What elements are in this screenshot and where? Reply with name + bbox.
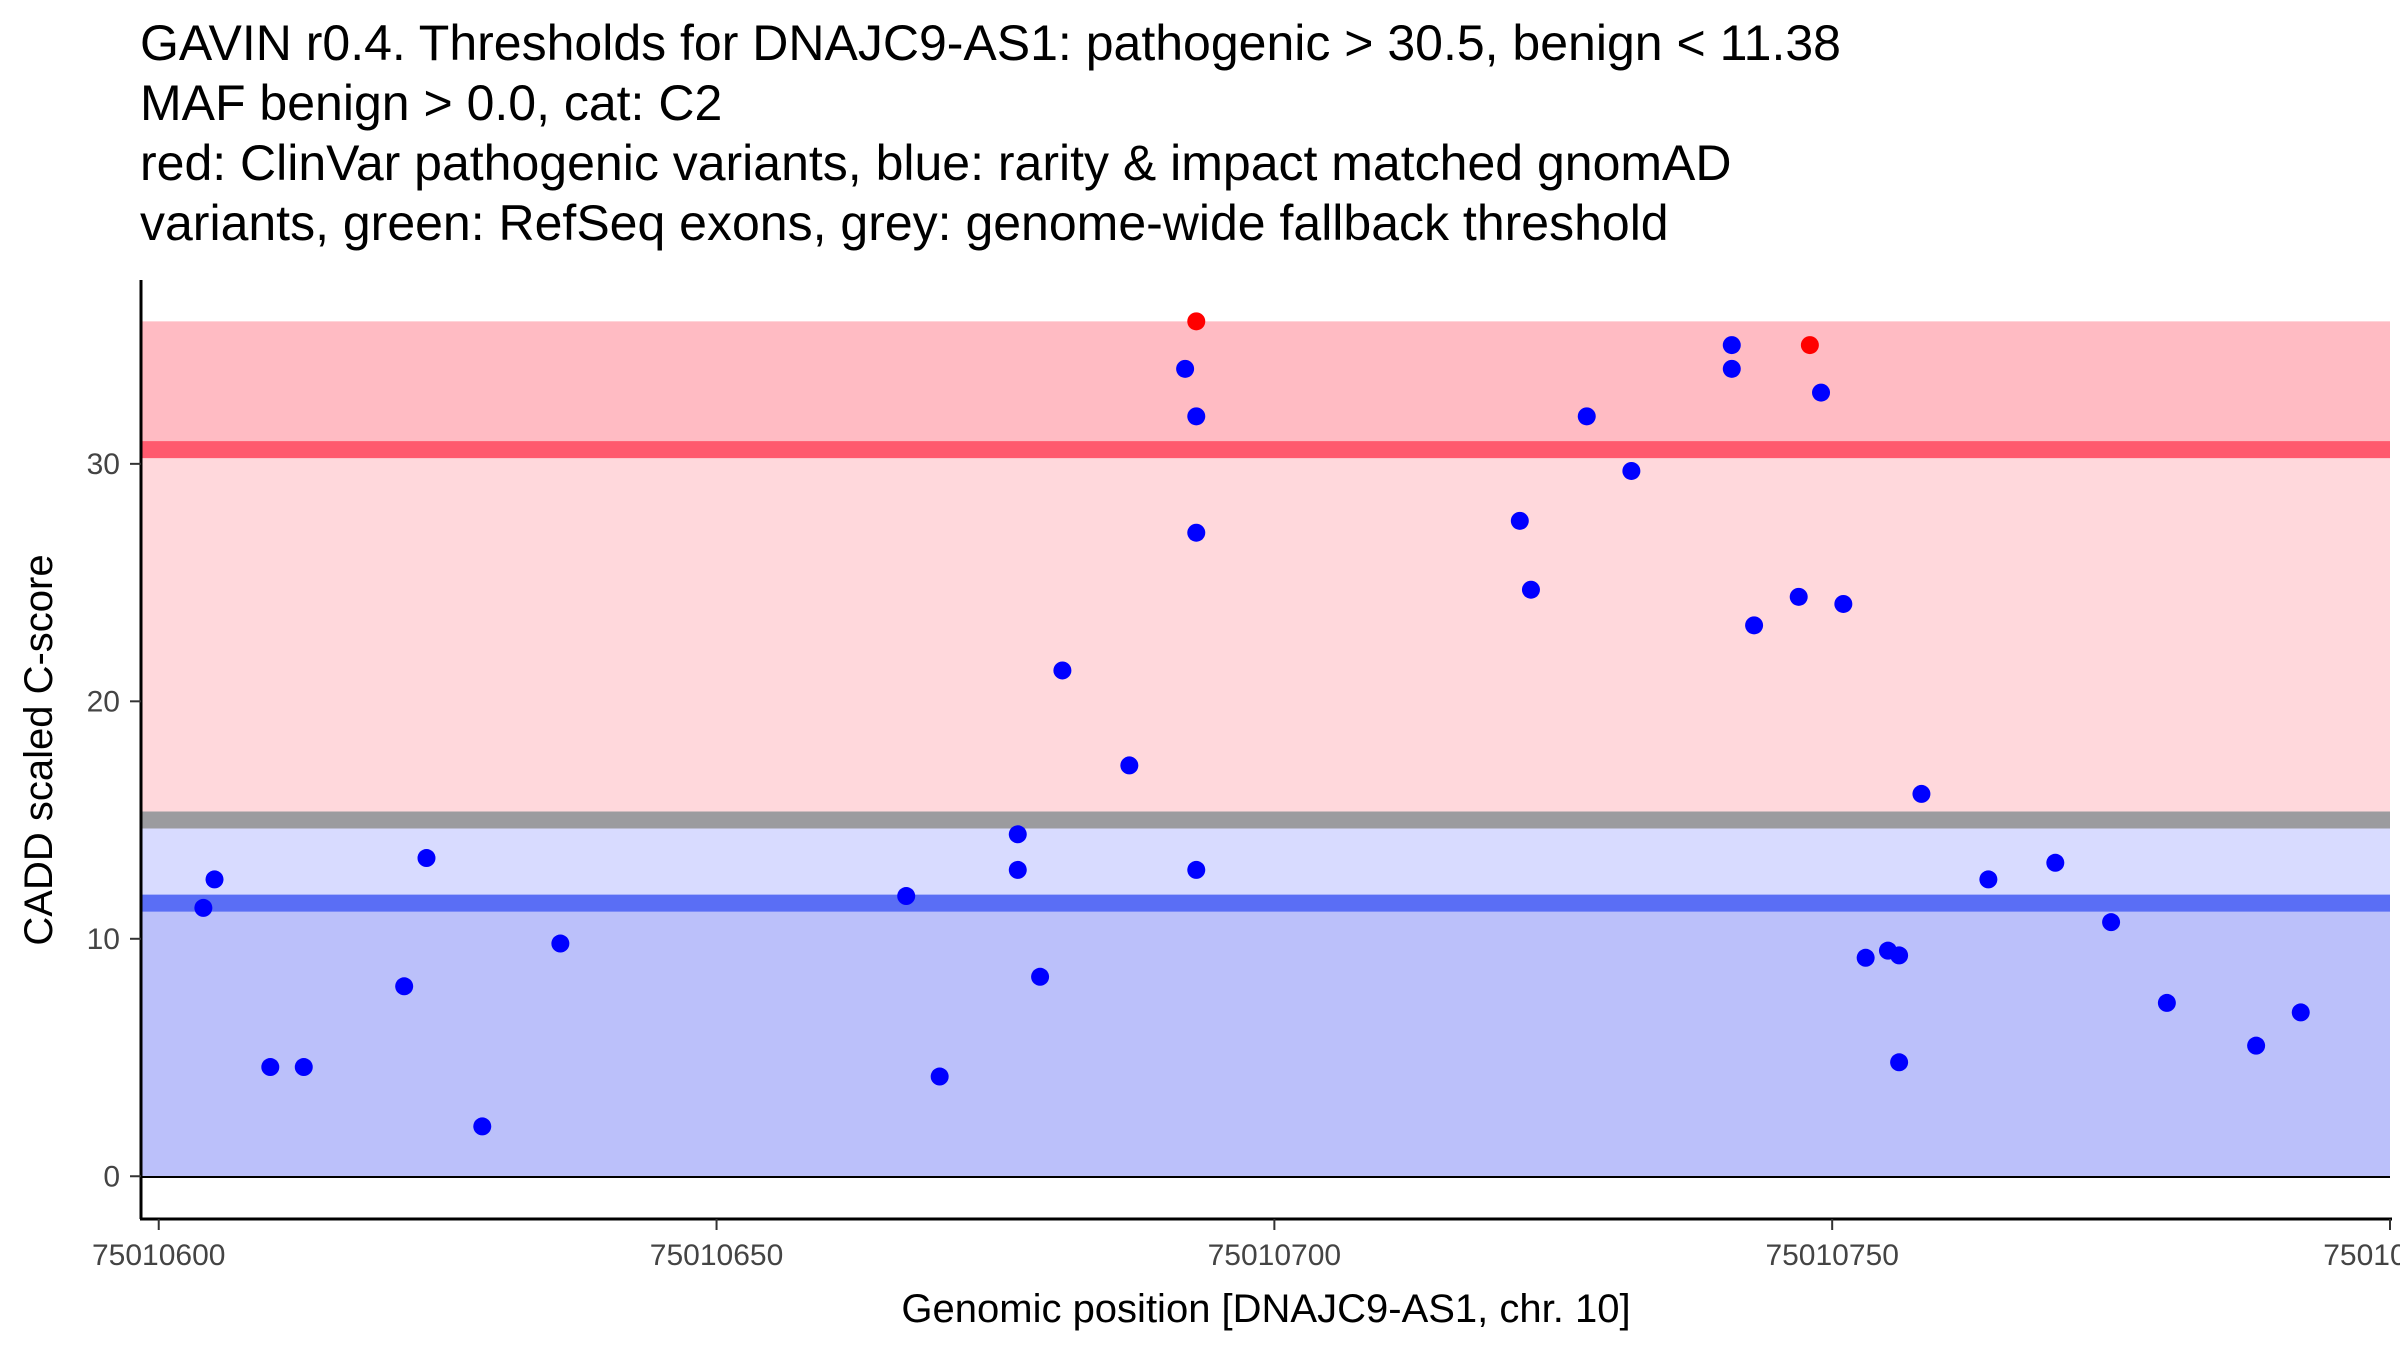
data-point <box>1912 784 1931 803</box>
y-tick-label: 0 <box>103 1160 120 1193</box>
data-point <box>897 887 916 906</box>
data-point <box>1510 511 1529 530</box>
x-tick-label: 75010750 <box>1765 1239 1898 1272</box>
x-axis: 75010600 75010650 75010700 75010750 75010800 <box>92 1217 2400 1272</box>
title-line-2: MAF benign > 0.0, cat: C2 <box>140 75 722 131</box>
benign-zone-band <box>142 906 2390 1177</box>
y-ticks: 0 10 20 30 <box>87 448 141 1193</box>
data-point <box>1745 616 1764 635</box>
x-tick-label: 75010700 <box>1208 1239 1341 1272</box>
data-point <box>1521 580 1540 599</box>
data-point <box>1187 523 1206 542</box>
data-point <box>1187 407 1206 426</box>
data-point <box>294 1058 313 1077</box>
data-point <box>1120 756 1139 775</box>
y-tick-label: 20 <box>87 685 120 718</box>
title-line-4: variants, green: RefSeq exons, grey: gen… <box>140 195 1669 251</box>
x-axis-title: Genomic position [DNAJC9-AS1, chr. 10] <box>901 1287 1630 1331</box>
y-axis-title: CADD scaled C-score <box>17 554 61 945</box>
data-point <box>1789 587 1808 606</box>
x-tick-label: 75010600 <box>92 1239 225 1272</box>
y-tick-label: 10 <box>87 923 120 956</box>
data-point <box>1187 312 1206 331</box>
threshold-bands <box>142 321 2390 1177</box>
data-point <box>205 870 224 889</box>
x-tick-label: 75010650 <box>650 1239 783 1272</box>
data-point <box>2157 993 2176 1012</box>
data-point <box>930 1067 949 1086</box>
threshold-lines <box>142 441 2390 912</box>
data-point <box>1053 661 1072 680</box>
data-point <box>1890 946 1909 965</box>
chart-title: GAVIN r0.4. Thresholds for DNAJC9-AS1: p… <box>140 15 1841 251</box>
data-point <box>417 849 436 868</box>
pathogenic-zone-band <box>142 451 2390 821</box>
data-point <box>1979 870 1998 889</box>
data-point <box>2046 853 2065 872</box>
data-point <box>1722 359 1741 378</box>
data-point <box>1834 594 1853 613</box>
data-point <box>1031 967 1050 986</box>
x-tick-label: 75010800 <box>2323 1239 2400 1272</box>
data-point <box>473 1117 492 1136</box>
y-tick-label: 30 <box>87 448 120 481</box>
data-point <box>261 1058 280 1077</box>
data-points <box>194 312 2310 1136</box>
data-point <box>2247 1036 2266 1055</box>
data-point <box>1722 336 1741 355</box>
data-point <box>1890 1053 1909 1072</box>
x-ticks: 75010600 75010650 75010700 75010750 75010800 <box>92 1219 2400 1272</box>
data-point <box>2291 1003 2310 1022</box>
benign-upper-band <box>142 820 2390 907</box>
data-point <box>1008 860 1027 879</box>
y-axis: 0 10 20 30 <box>87 280 143 1219</box>
data-point <box>1622 461 1641 480</box>
data-point <box>2102 913 2121 932</box>
pathogenic-upper-band <box>142 321 2390 452</box>
data-point <box>1856 948 1875 967</box>
data-point <box>551 934 570 953</box>
data-point <box>1812 383 1831 402</box>
data-point <box>194 898 213 917</box>
data-point <box>1577 407 1596 426</box>
data-point <box>1800 336 1819 355</box>
data-point <box>1187 860 1206 879</box>
data-point <box>1008 825 1027 844</box>
data-point <box>395 977 414 996</box>
title-line-1: GAVIN r0.4. Thresholds for DNAJC9-AS1: p… <box>140 15 1841 71</box>
title-line-3: red: ClinVar pathogenic variants, blue: … <box>140 135 1731 191</box>
data-point <box>1176 359 1195 378</box>
